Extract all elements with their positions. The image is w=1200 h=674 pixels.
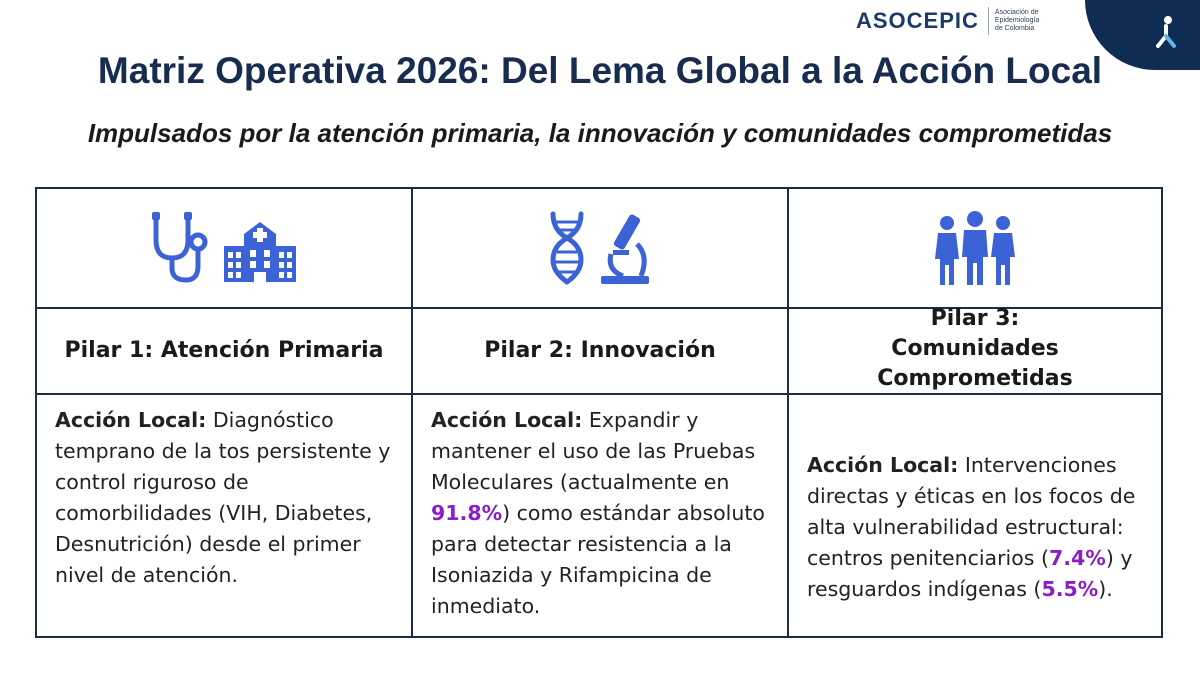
operative-matrix: Pilar 1: Atención Primaria Pilar 2: Inno… [35, 187, 1163, 638]
page-title: Matriz Operativa 2026: Del Lema Global a… [97, 50, 1103, 91]
action-text: Diagnóstico temprano de la tos persisten… [55, 408, 391, 587]
pillar-2-icons [413, 189, 789, 309]
indigenous-reserves-percentage: 5.5% [1041, 577, 1099, 601]
pillar-1-heading: Pilar 1: Atención Primaria [37, 309, 413, 395]
action-text: Intervenciones directas y éticas en los … [807, 453, 1136, 570]
pillar-1-action-text: Acción Local: Diagnóstico temprano de la… [55, 405, 395, 591]
logo-subtitle-line: Asociación de [994, 9, 1039, 16]
prisons-percentage: 7.4% [1048, 546, 1106, 570]
pillar-3-icons [789, 189, 1161, 309]
pillar-2-action: Acción Local: Expandir y mantener el uso… [413, 395, 789, 636]
pillar-2-action-text: Acción Local: Expandir y mantener el uso… [431, 405, 771, 622]
hospital-icon [224, 222, 296, 282]
pillar-1-action: Acción Local: Diagnóstico temprano de la… [37, 395, 413, 636]
logo-subtitle-line: Epidemiología [994, 17, 1040, 24]
logo-subtitle-line: de Colombia [994, 25, 1035, 32]
action-text: ). [1098, 577, 1113, 601]
community-people-icon [935, 211, 1015, 285]
logo-divider [987, 7, 989, 35]
action-label: Acción Local: [807, 453, 959, 477]
action-label: Acción Local: [431, 408, 583, 432]
pillar-3-action-text: Acción Local: Intervenciones directas y … [807, 450, 1145, 605]
logo-wordmark: ASOCEPIC [856, 8, 979, 33]
action-label: Acción Local: [55, 408, 207, 432]
action-text: Expandir y mantener el uso de las Prueba… [431, 408, 756, 494]
pillar-3-heading: Pilar 3: Comunidades Comprometidas [789, 306, 1161, 395]
pillar-3-heading-text: Pilar 3: Comunidades Comprometidas [877, 306, 1073, 391]
asocepic-logo: ASOCEPIC Asociación de Epidemiología de … [856, 6, 1059, 36]
stethoscope-icon [152, 212, 208, 283]
action-text: ) como estándar absoluto para detectar r… [431, 501, 765, 618]
action-text: ) y resguardos indígenas ( [807, 546, 1133, 601]
pillar-3-action: Acción Local: Intervenciones directas y … [789, 395, 1161, 636]
microscope-icon [601, 214, 649, 284]
pillar-2-heading: Pilar 2: Innovación [413, 309, 789, 395]
pillar-1-icons [37, 189, 413, 309]
dna-icon [550, 211, 584, 285]
brand-figure-icon [1156, 16, 1176, 48]
molecular-tests-percentage: 91.8% [431, 501, 503, 525]
logo-subtitle: Asociación de Epidemiología de Colombia [995, 9, 1059, 33]
page-subtitle: Impulsados por la atención primaria, la … [87, 118, 1113, 148]
